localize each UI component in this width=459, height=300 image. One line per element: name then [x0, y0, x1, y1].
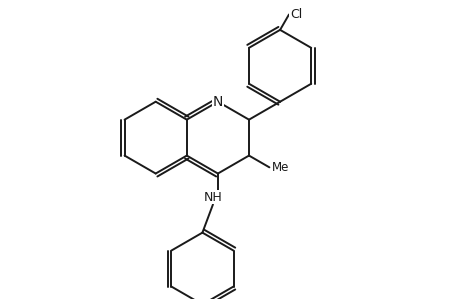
- Text: N: N: [212, 95, 223, 109]
- Text: Cl: Cl: [290, 8, 302, 21]
- Text: NH: NH: [203, 190, 222, 204]
- Text: Me: Me: [271, 161, 289, 174]
